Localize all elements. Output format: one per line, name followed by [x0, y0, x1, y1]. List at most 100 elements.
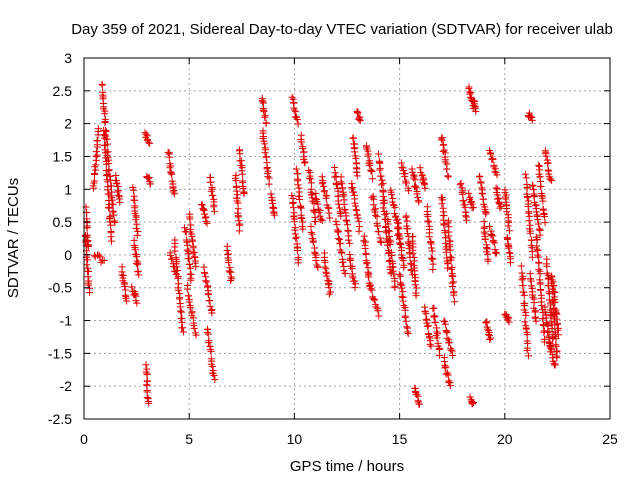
data-point: [105, 204, 113, 212]
data-point: [388, 251, 396, 259]
data-point: [489, 232, 497, 240]
data-point: [391, 203, 399, 211]
data-point: [427, 238, 435, 246]
data-point: [390, 270, 398, 278]
data-point: [311, 218, 319, 226]
data-point: [484, 257, 492, 265]
data-point: [471, 103, 479, 111]
data-point: [443, 334, 451, 342]
data-point: [396, 240, 404, 248]
data-point: [297, 138, 305, 146]
data-point: [370, 201, 378, 209]
data-point: [290, 106, 298, 114]
data-point: [300, 159, 308, 167]
data-point: [392, 212, 400, 220]
data-point: [206, 342, 214, 350]
data-point: [547, 312, 555, 320]
data-point: [447, 256, 455, 264]
data-point: [294, 120, 302, 128]
data-point: [391, 284, 399, 292]
data-point: [445, 232, 453, 240]
data-point: [134, 261, 142, 269]
data-point: [398, 292, 406, 300]
data-point: [472, 107, 480, 115]
data-point: [440, 221, 448, 229]
data-point: [553, 354, 561, 362]
data-point: [462, 212, 470, 220]
data-point: [367, 285, 375, 293]
y-tick-label: -1: [60, 313, 73, 329]
data-point: [270, 211, 278, 219]
data-point: [398, 284, 406, 292]
data-point: [166, 164, 174, 172]
data-point: [97, 258, 105, 266]
data-point: [339, 258, 347, 266]
data-point: [314, 263, 322, 271]
data-point: [207, 346, 215, 354]
data-point: [541, 219, 549, 227]
data-point: [415, 198, 423, 206]
data-point: [397, 280, 405, 288]
data-point: [341, 205, 349, 213]
data-point: [436, 344, 444, 352]
data-point: [198, 201, 206, 209]
data-point: [312, 257, 320, 265]
data-point: [146, 180, 154, 188]
data-point: [441, 320, 449, 328]
data-point: [433, 334, 441, 342]
data-point: [322, 194, 330, 202]
data-point: [293, 247, 301, 255]
data-point: [203, 328, 211, 336]
data-point: [522, 324, 530, 332]
data-point: [365, 161, 373, 169]
y-tick-labels: -2.5 -2 -1.5 -1 -0.5 0 0.5 1 1.5 2 2.5 3: [48, 50, 72, 427]
data-point: [466, 193, 474, 201]
data-point: [225, 267, 233, 275]
data-point: [521, 170, 529, 178]
data-point: [523, 193, 531, 201]
data-point: [371, 205, 379, 213]
data-point: [492, 249, 500, 257]
data-point: [98, 81, 106, 89]
data-point: [480, 228, 488, 236]
data-point: [443, 328, 451, 336]
data-point: [425, 233, 433, 241]
data-point: [495, 198, 503, 206]
data-point: [325, 209, 333, 217]
data-point: [487, 150, 495, 158]
data-point: [209, 192, 217, 200]
data-point: [522, 174, 530, 182]
data-point: [133, 231, 141, 239]
data-point: [335, 204, 343, 212]
data-point: [445, 339, 453, 347]
data-point: [525, 352, 533, 360]
data-point: [551, 361, 559, 369]
data-point: [84, 243, 92, 251]
data-point: [424, 322, 432, 330]
y-tick-label: -1.5: [48, 345, 72, 361]
data-point: [532, 317, 540, 325]
data-point: [293, 233, 301, 241]
data-point: [410, 174, 418, 182]
data-point: [368, 194, 376, 202]
data-point: [110, 211, 118, 219]
data-point: [95, 251, 103, 259]
data-point: [446, 382, 454, 390]
x-tick-label: 15: [392, 431, 408, 447]
data-point: [170, 186, 178, 194]
data-point: [307, 222, 315, 230]
data-point: [325, 284, 333, 292]
data-point: [373, 213, 381, 221]
data-point: [110, 217, 118, 225]
data-point: [414, 397, 422, 405]
data-point: [528, 116, 536, 124]
data-point: [534, 215, 542, 223]
data-point: [440, 317, 448, 325]
y-tick-label: 2: [64, 116, 72, 132]
data-point: [100, 256, 108, 264]
data-point: [409, 232, 417, 240]
data-point: [413, 190, 421, 198]
data-point: [505, 249, 513, 257]
data-point: [223, 247, 231, 255]
data-point: [84, 273, 92, 281]
